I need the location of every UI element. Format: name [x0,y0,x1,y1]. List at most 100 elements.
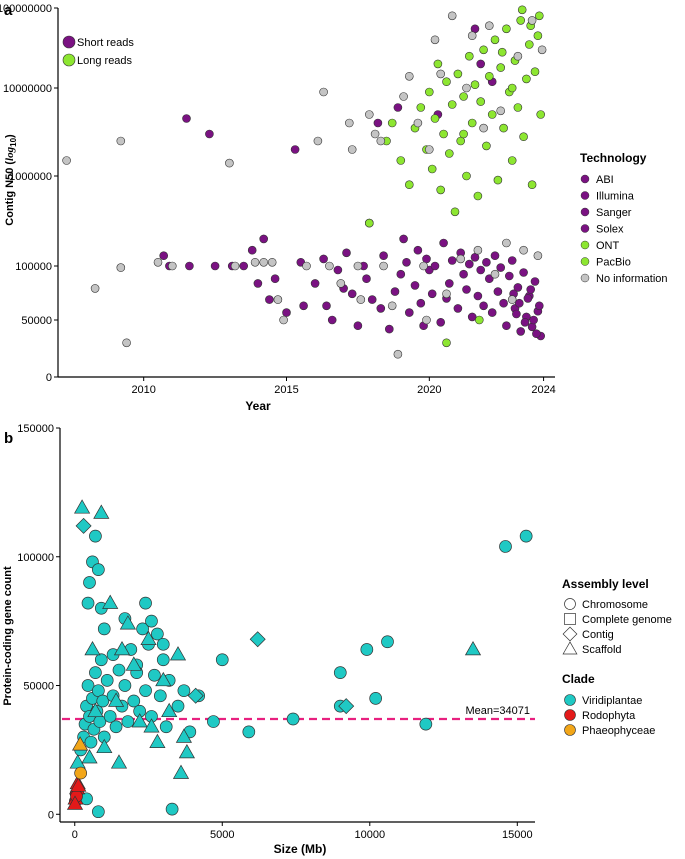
panel-a-data-point [519,245,528,255]
panel-a-data-point [507,295,517,304]
panel-b-data-point [151,627,164,641]
panel-a-data-point [347,289,357,299]
panel-a-data-point [444,149,454,158]
assembly-legend-marker-circle [564,598,576,610]
assembly-legend-marker-triangle [562,641,578,655]
panel-a-data-point [462,285,471,294]
panel-a-y-label-suffix: ) [4,134,16,138]
panel-a-data-point [479,301,488,311]
panel-a-data-point [310,279,320,288]
panel-a-x-tick-label: 2024 [531,384,555,396]
panel-b-x-axis-label: Size (Mb) [274,842,327,856]
panel-a-data-point [210,261,220,271]
panel-a-points [62,5,547,359]
panel-a-data-point [168,261,177,271]
panel-a-data-point [482,141,491,151]
panel-a-data-point [182,114,191,123]
panel-a-data-point [467,312,477,322]
panel-a-data-point [462,83,471,93]
panel-a-data-point [512,309,521,319]
panel-b-data-point [93,504,110,519]
panel-a-x-axis-label: Year [245,399,271,413]
panel-b-data-point [84,640,101,656]
panel-a-data-point [447,100,457,109]
panel-b-data-point [92,563,105,576]
panel-a-data-point [459,269,468,279]
panel-b-data-point [178,743,196,759]
panel-a-data-point [250,257,260,267]
panel-b-data-point [165,802,179,816]
panel-a-data-point [153,257,163,267]
panel-b-data-point [419,717,433,731]
panel-a-data-point [493,175,503,185]
panel-a-data-point [313,136,323,146]
panel-b-data-point [187,687,204,704]
inset-legend-marker [62,35,76,49]
panel-a-data-point [347,145,357,154]
assembly-level-legend: Chromosome Complete genome Contig Scaffold [562,598,672,656]
panel-a-data-point [356,295,366,304]
panel-b-data-point [96,738,113,754]
panel-b-data-point [215,653,229,667]
assembly-legend-label: Contig [582,629,614,641]
panel-b-y-tick-label: 50000 [23,681,54,693]
panel-a-data-point [387,118,397,128]
panel-a-data-point [230,261,240,271]
panel-a-data-point [519,132,528,141]
panel-a-data-point [484,274,494,284]
panel-a-data-point [517,5,527,15]
panel-b-data-point [140,630,157,645]
clade-legend-label: Rodophyta [582,710,636,722]
panel-a-data-point [419,261,428,271]
panel-a-data-point [353,321,363,331]
panel-b-data-point [83,576,96,589]
panel-a-data-point [447,256,457,265]
panel-a-data-point [513,103,523,112]
panel-b-data-point [286,712,300,726]
technology-legend-label: PacBio [596,257,631,269]
panel-a-data-point [476,265,486,275]
panel-a-y-label-sub: 10 [9,137,18,146]
clade-legend-marker [564,709,576,721]
panel-b-data-point [94,653,108,667]
panel-b-axes: 0 50000 100000 150000 0 5000 10000 15000 [17,423,535,841]
panel-a-data-point [325,261,334,271]
clade-legend-label: Phaeophyceae [582,725,655,737]
panel-a-data-point [364,218,374,228]
panel-a-inset-legend: Short reads Long reads [62,35,134,67]
panel-a-data-point [534,11,544,21]
panel-a-data-point [393,103,403,112]
panel-a-data-point [413,245,423,255]
panel-b-data-point [156,637,170,651]
panel-b-y-tick-label: 0 [48,809,54,821]
panel-a-data-point [402,257,411,267]
panel-a-data-point [507,83,517,93]
panel-a-data-point [319,254,328,264]
panel-a-data-point [413,118,423,128]
technology-legend-marker [580,257,590,266]
panel-b-data-point [81,679,95,692]
panel-a-data-point [484,21,494,31]
panel-a-y-axis-label: Contig N50 (log10) [4,134,18,226]
panel-a-data-point [122,338,131,348]
panel-b-data-point [119,615,137,630]
panel-a-data-point [490,269,500,279]
technology-legend-label: Illumina [596,191,635,203]
clade-legend-title: Clade [562,672,595,686]
panel-b-data-point [143,718,160,733]
panel-b-data-point [464,640,482,656]
panel-b-data-point [103,710,117,723]
panel-a-data-point [322,301,331,311]
panel-a-y-tick-label: 100000 [15,261,52,273]
panel-a-data-point [532,329,541,339]
panel-a-data-point [476,59,486,69]
panel-a-data-point [273,295,283,304]
panel-b-data-point [127,694,141,708]
panel-b-data-point [81,749,98,764]
panel-a-data-point [430,35,440,45]
technology-legend-label: No information [596,273,668,285]
clade-legend-marker [564,694,576,706]
panel-a-data-point [384,324,394,334]
clade-legend-label: Viridiplantae [582,695,642,707]
panel-a-data-point [459,129,468,139]
